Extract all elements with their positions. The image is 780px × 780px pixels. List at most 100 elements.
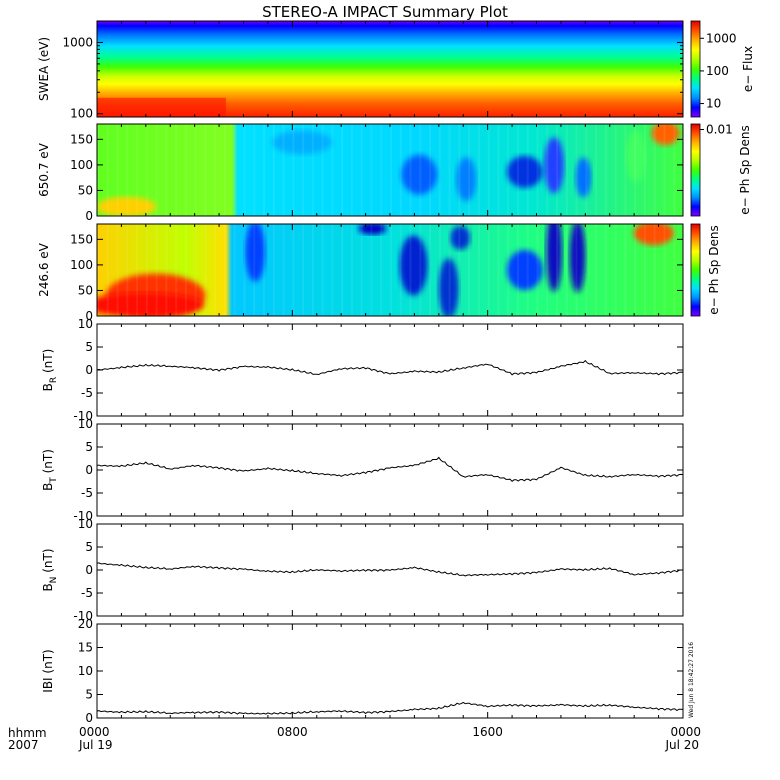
br-ylabel-main: B [41, 383, 55, 391]
swea-spectrogram [97, 21, 683, 117]
x-tick-label: 1600 [472, 725, 503, 739]
pad650-stripe [604, 124, 607, 216]
pad650-stripe [126, 124, 129, 216]
pad650-stripe [468, 124, 471, 216]
pad650-ytick-label: 0 [85, 209, 93, 223]
bt-ytick-label: 5 [85, 440, 93, 454]
pad650-stripe [507, 124, 510, 216]
pad650-stripe [643, 124, 646, 216]
bt-ylabel-main: B [41, 483, 55, 491]
pad246-stripe [634, 224, 637, 316]
pad246-stripe [223, 224, 226, 316]
pad650-ylabel-main: 650.7 eV [37, 142, 51, 197]
pad246-stripe [145, 224, 148, 316]
pad650-stripe [331, 124, 334, 216]
panel-bn: -10 -5 0 5 10 BN (nT) [41, 517, 684, 623]
pad246-stripe [214, 224, 217, 316]
pad650-stripe [302, 124, 305, 216]
pad650-feature [651, 124, 680, 146]
pad246-stripe [331, 224, 334, 316]
bn-ytick-label: -10 [73, 609, 93, 623]
br-ytick-label: 10 [78, 317, 93, 331]
bn-ytick-label: 5 [85, 540, 93, 554]
panel-pad246: 0 50 100 150 246.6 eV [37, 223, 684, 323]
pad650-feature [456, 157, 477, 202]
pad246-stripe [243, 224, 246, 316]
pad246-stripe [136, 224, 139, 316]
br-ytick-label: 0 [85, 363, 93, 377]
pad650-stripe [595, 124, 598, 216]
pad246-stripe [321, 224, 324, 316]
pad650-feature [506, 155, 543, 188]
bmag-ytick-label: 5 [85, 688, 93, 702]
pad246-stripe [233, 224, 236, 316]
bn-ytick-label: -5 [81, 586, 93, 600]
pad650-stripe [194, 124, 197, 216]
pad246-spectrogram [97, 224, 683, 316]
pad246-stripe [458, 224, 461, 316]
br-ytick-label: 5 [85, 340, 93, 354]
pad650-stripe [311, 124, 314, 216]
pad650-stripe [497, 124, 500, 216]
pad650-stripe [370, 124, 373, 216]
pad650-stripe [624, 124, 627, 216]
pad246-stripe [604, 224, 607, 316]
swea-colorbar-tick-label: 1000 [706, 31, 737, 45]
bn-ylabel: BN (nT) [41, 548, 59, 591]
bt-ytick-label: 10 [78, 417, 93, 431]
pad246-stripe [409, 224, 412, 316]
swea-colorbar [690, 20, 701, 118]
pad246-ytick-label: 50 [78, 283, 93, 297]
pad246-stripe [165, 224, 168, 316]
pad246-feature [633, 224, 674, 246]
pad650-stripe [673, 124, 676, 216]
swea-hot-band [97, 97, 226, 117]
pad246-stripe [194, 224, 197, 316]
pad650-stripe [653, 124, 656, 216]
bmag-ytick-label: 20 [78, 617, 93, 631]
pad246-stripe [653, 224, 656, 316]
pad650-stripe [155, 124, 158, 216]
bmag-ylabel-unit: (nT) [41, 649, 55, 677]
pad246-ytick-label: 0 [85, 309, 93, 323]
pad650-stripe [184, 124, 187, 216]
bt-ytick-label: -5 [81, 486, 93, 500]
pad246-stripe [565, 224, 568, 316]
pad246-stripe [311, 224, 314, 316]
bn-ylabel-unit: (nT) [41, 548, 55, 576]
year-label: 2007 [8, 738, 39, 752]
pad246-stripe [556, 224, 559, 316]
br-ytick-label: -5 [81, 386, 93, 400]
pad246-stripe [97, 224, 99, 316]
bn-ytick-label: 0 [85, 563, 93, 577]
pad650-stripe [663, 124, 666, 216]
pad246-stripe [263, 224, 266, 316]
pad650-stripe [448, 124, 451, 216]
pad246-stripe [438, 224, 441, 316]
pad246-stripe [253, 224, 256, 316]
pad650-stripe [116, 124, 119, 216]
swea-ytick-label: 1000 [62, 35, 93, 49]
pad246-ytick-label: 100 [70, 258, 93, 272]
pad650-stripe [526, 124, 529, 216]
pad246-stripe [595, 224, 598, 316]
pad246-stripe [116, 224, 119, 316]
pad650-colorbar-tick-label: 0.01 [706, 123, 733, 137]
bt-ylabel-sub: T [49, 477, 59, 484]
pad246-ylabel: 246.6 eV [37, 242, 51, 297]
pad650-stripe [223, 124, 226, 216]
bn-ylabel-main: B [41, 583, 55, 591]
pad246-feature [450, 225, 471, 250]
pad246-stripe [341, 224, 344, 316]
pad246-stripe [292, 224, 295, 316]
pad246-feature [245, 224, 266, 282]
pad246-stripe [370, 224, 373, 316]
pad246-stripe [106, 224, 109, 316]
pad650-stripe [556, 124, 559, 216]
pad246-stripe [360, 224, 363, 316]
swea-colorbar-tick-label: 10 [706, 97, 721, 111]
pad650-stripe [536, 124, 539, 216]
bmag-ytick-label: 0 [85, 711, 93, 725]
